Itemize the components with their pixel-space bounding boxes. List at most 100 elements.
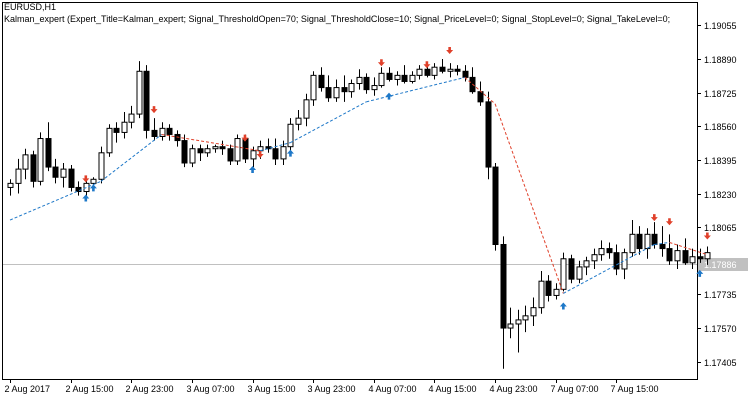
bear-candle [500,244,507,329]
bull-candle [674,250,681,262]
x-tick-label: 7 Aug 07:00 [551,384,599,394]
kalman-line-segment [464,77,496,105]
buy-signal-arrow-icon [385,92,393,100]
bull-candle [136,70,143,115]
bull-candle [629,233,636,254]
bull-candle [416,68,423,76]
bull-candle [310,74,317,101]
kalman-line-segment [654,241,670,245]
bear-candle [439,66,446,72]
bear-candle [45,138,52,168]
bull-candle [333,87,340,99]
y-tick-label: 1.18560 [704,122,737,132]
bull-candle [522,315,529,321]
bull-candle [22,154,29,170]
sell-signal-arrow-icon [423,61,431,69]
bull-candle [7,182,14,188]
bear-candle [341,87,348,93]
sell-signal-arrow-icon [82,175,90,183]
bull-candle [90,178,97,184]
x-tick-label: 4 Aug 23:00 [490,384,538,394]
kalman-line-segment [100,134,162,182]
bear-candle [386,72,393,80]
bull-candle [250,150,257,160]
kalman-line-segment [260,142,291,152]
bear-candle [485,101,492,168]
bull-candle [515,319,522,325]
bull-candle [447,68,454,72]
bull-candle [303,99,310,119]
bull-candle [704,252,711,260]
kalman-line-segment [669,241,708,256]
y-tick-label: 1.18395 [704,156,737,166]
expert-parameters-label: Kalman_expert (Expert_Title=Kalman_exper… [4,14,671,24]
symbol-timeframe-label: EURUSD,H1 [4,2,57,12]
bear-candle [363,76,370,91]
bull-candle [234,138,241,162]
bull-candle [83,182,90,193]
sell-signal-arrow-icon [241,134,249,142]
bear-candle [272,148,279,160]
y-tick-label: 1.18065 [704,223,737,233]
bear-candle [75,186,82,193]
x-tick-label: 3 Aug 23:00 [308,384,356,394]
bear-candle [52,166,59,178]
bull-candle [106,127,113,154]
bear-candle [651,233,658,246]
y-tick-label: 1.17570 [704,324,737,334]
bear-candle [197,148,204,154]
bear-candle [666,248,673,262]
bear-candle [545,280,552,296]
y-tick-label: 1.18230 [704,190,737,200]
x-tick-label: 3 Aug 07:00 [187,384,235,394]
bull-candle [560,258,567,290]
bear-candle [166,127,173,135]
bear-candle [682,250,689,264]
bear-candle [462,70,469,78]
bull-candle [37,138,44,182]
kalman-line-segment [563,264,617,294]
bull-candle [598,248,605,256]
bull-candle [530,307,537,317]
buy-signal-arrow-icon [286,149,294,157]
bull-candle [409,74,416,82]
bull-candle [128,113,135,123]
bear-candle [113,127,120,133]
plot-frame [2,2,698,380]
kalman-line-segment [494,103,564,294]
bull-candle [295,117,302,125]
bear-candle [401,74,408,82]
bear-candle [424,68,431,76]
bear-candle [219,146,226,150]
sell-signal-arrow-icon [703,232,711,240]
x-tick-label: 2 Aug 23:00 [126,384,174,394]
bull-candle [204,148,211,154]
bull-candle [348,83,355,93]
bull-candle [371,85,378,91]
bull-candle [689,256,696,264]
buy-signal-arrow-icon [559,302,567,310]
bull-candle [287,123,294,148]
x-tick-label: 4 Aug 07:00 [369,384,417,394]
bear-candle [30,154,37,182]
y-tick-label: 1.18890 [704,55,737,65]
bear-candle [143,70,150,131]
y-tick-label: 1.17405 [704,358,737,368]
bear-candle [568,258,575,280]
buy-signal-arrow-icon [89,184,97,192]
bull-candle [121,121,128,133]
bear-candle [227,148,234,162]
kalman-line-segment [9,180,102,221]
bear-candle [325,87,332,99]
bear-candle [697,256,704,260]
bull-candle [189,148,196,164]
kalman-line-segment [161,133,261,152]
bear-candle [659,244,666,250]
x-tick-label: 2 Aug 15:00 [66,384,114,394]
bull-candle [356,76,363,85]
bull-candle [212,146,219,150]
bull-candle [538,280,545,309]
sell-signal-arrow-icon [446,47,454,55]
